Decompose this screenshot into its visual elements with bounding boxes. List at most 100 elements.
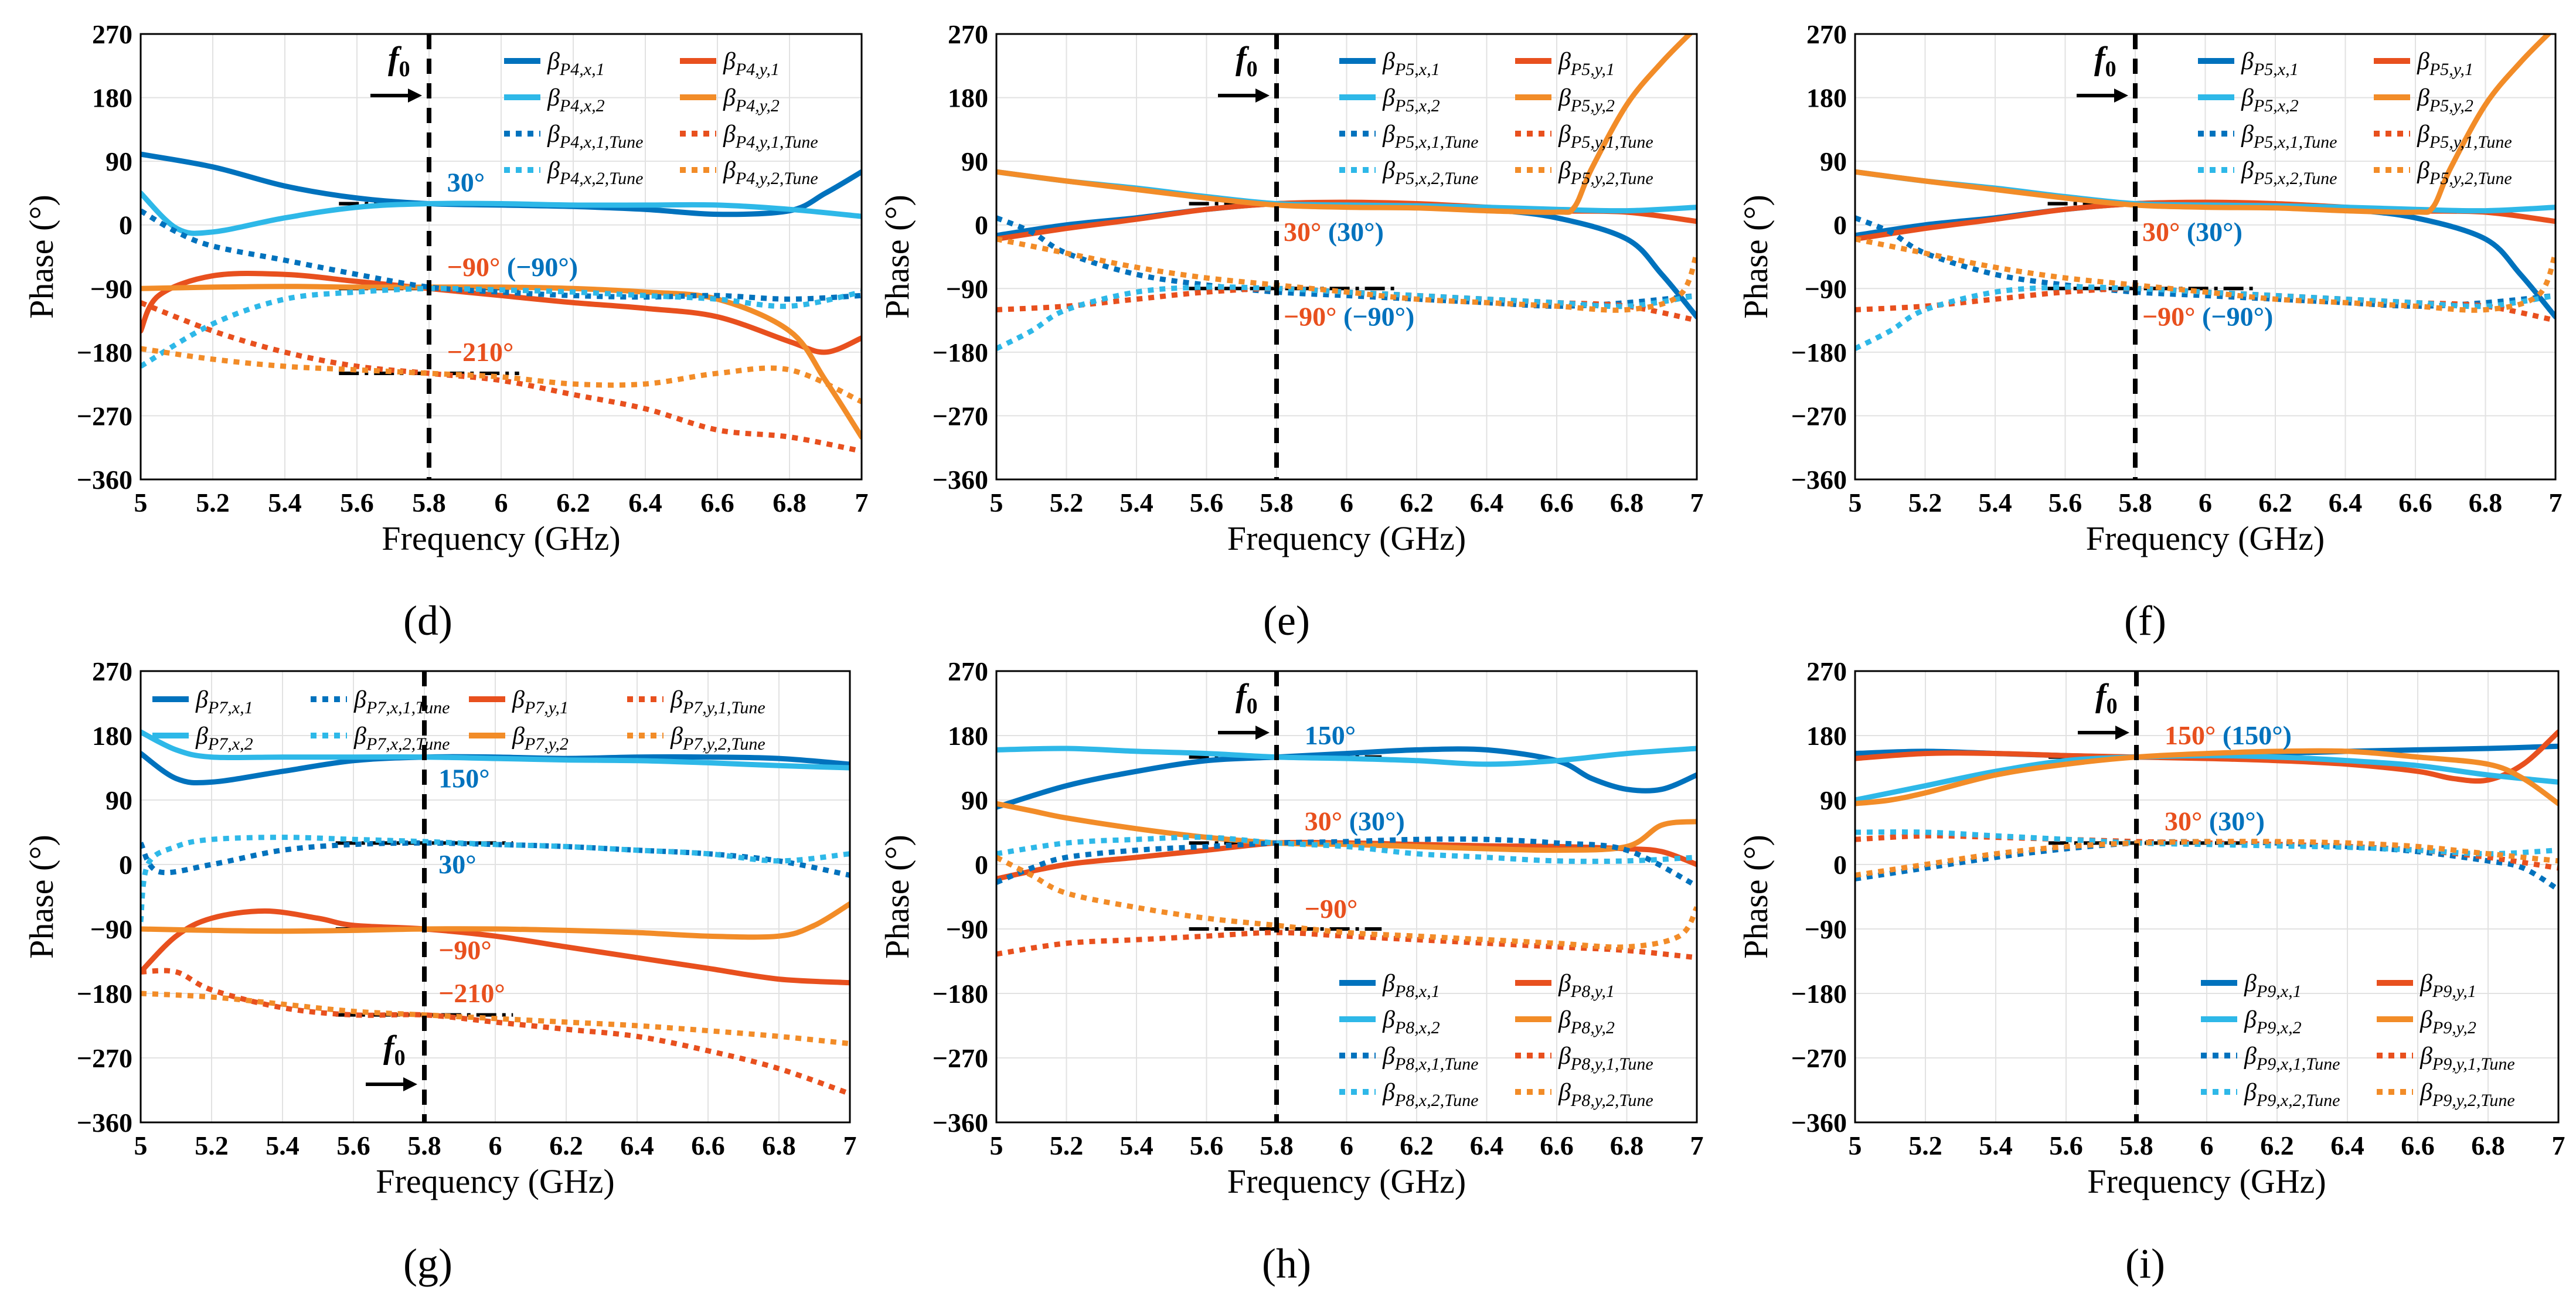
- legend-entry: βP4,y,2: [723, 84, 780, 115]
- legend-entry: βP9,x,1,Tune: [2244, 1043, 2340, 1074]
- y-axis-label: Phase (°): [22, 835, 60, 959]
- x-tick-label: 5.4: [266, 1131, 300, 1160]
- y-tick-label: 180: [948, 83, 988, 113]
- series-line-p8-x-1: [996, 746, 1697, 810]
- x-tick-label: 7: [1690, 488, 1704, 518]
- legend-entry: βP9,x,1: [2244, 970, 2302, 1001]
- legend-entry: βP7,x,1: [195, 686, 253, 717]
- chart-e: 5 5.2 5.4 5.6 5.8 6 6.2 6.4 6.6 6.8 7 270 180 90 0 −90 −…: [878, 19, 1704, 557]
- y-tick-label: −180: [933, 979, 988, 1009]
- legend-entry: βP4,y,1: [723, 48, 780, 79]
- series-group: [1855, 34, 2555, 351]
- x-tick-label: 6: [2200, 1131, 2214, 1160]
- y-axis-label: Phase (°): [878, 195, 916, 319]
- legend-entry: βP4,x,1,Tune: [547, 121, 643, 152]
- series-group: [1855, 729, 2558, 892]
- y-tick-label: 90: [1820, 785, 1847, 815]
- series-line-p9-y-2-tune: [1855, 839, 2558, 878]
- x-axis-label: Frequency (GHz): [2086, 519, 2325, 557]
- legend-entry: βP4,y,2,Tune: [723, 157, 818, 188]
- x-tick-label: 5.2: [1908, 1131, 1942, 1160]
- chart-i: 5 5.2 5.4 5.6 5.8 6 6.2 6.4 6.6 6.8 7 270 180 90 0 −90 −…: [1737, 656, 2565, 1200]
- y-tick-label: −360: [1791, 1108, 1847, 1138]
- y-tick-label: 270: [92, 19, 132, 49]
- f0-arrow-head: [1255, 89, 1270, 103]
- panel-label-h: (h): [1262, 1240, 1311, 1287]
- panel-label-i: (i): [2125, 1240, 2165, 1287]
- legend-entry: βP7,x,2,Tune: [353, 723, 450, 754]
- legend-entry: βP7,y,2: [512, 723, 569, 754]
- x-tick-label: 7: [1690, 1131, 1704, 1160]
- x-tick-label: 5: [1849, 488, 1862, 518]
- legend-entry: βP5,x,1: [1382, 48, 1440, 79]
- annotation-label: −90° (−90°): [1284, 302, 1414, 332]
- series-line-p7-y-1: [141, 908, 850, 986]
- f0-arrow-head: [2114, 89, 2128, 103]
- series-group: [996, 746, 1697, 961]
- series-line-p4-x-2: [141, 190, 862, 236]
- annotation-label: 30°: [447, 167, 485, 197]
- x-tick-label: 5.4: [1119, 488, 1153, 518]
- legend-entry: βP9,x,2: [2244, 1006, 2302, 1037]
- x-tick-label: 5.6: [1190, 1131, 1224, 1160]
- y-tick-label: −90: [946, 274, 988, 304]
- legend-entry: βP8,y,1,Tune: [1558, 1043, 1653, 1074]
- legend-entry: βP7,x,1,Tune: [353, 686, 450, 717]
- y-tick-label: −360: [933, 1108, 988, 1138]
- x-tick-label: 5.2: [1050, 488, 1084, 518]
- series-line-p4-y-2: [141, 284, 862, 440]
- annotation-label: 30° (30°): [2165, 806, 2265, 836]
- legend-entry: βP8,x,1,Tune: [1382, 1043, 1478, 1074]
- panel-label-d: (d): [403, 597, 452, 644]
- y-tick-label: −180: [933, 338, 988, 367]
- x-tick-label: 5.8: [1260, 488, 1294, 518]
- legend-entry: βP5,x,1: [2241, 48, 2299, 79]
- annotation-label: −210°: [447, 337, 514, 367]
- x-tick-label: 6.6: [700, 488, 734, 518]
- y-tick-label: 180: [1806, 721, 1847, 751]
- y-tick-label: 270: [1806, 656, 1847, 686]
- series-line-p4-y-1-tune: [141, 300, 862, 454]
- x-tick-label: 5.8: [1260, 1131, 1294, 1160]
- x-tick-label: 6.8: [773, 488, 807, 518]
- y-tick-label: −180: [77, 979, 132, 1009]
- legend-entry: βP7,y,2,Tune: [670, 723, 765, 754]
- x-tick-label: 6.2: [1400, 1131, 1434, 1160]
- f0-arrow-head: [403, 1077, 417, 1091]
- y-tick-label: −270: [77, 1043, 132, 1073]
- y-tick-label: 180: [92, 83, 132, 113]
- x-axis-label: Frequency (GHz): [2087, 1162, 2326, 1200]
- series-line-p5-y-2: [1855, 34, 2553, 215]
- series-line-p8-x-2: [996, 746, 1697, 767]
- annotation-label: −90°: [438, 935, 492, 965]
- chart-d: 5 5.2 5.4 5.6 5.8 6 6.2 6.4 6.6 6.8 7 270 180 90 0 −90 −…: [22, 19, 869, 557]
- chart-h: 5 5.2 5.4 5.6 5.8 6 6.2 6.4 6.6 6.8 7 270 180 90 0 −90 −…: [878, 656, 1704, 1200]
- x-tick-label: 6.6: [2398, 488, 2432, 518]
- plot-frame: [139, 33, 863, 481]
- legend: βP9,x,1 βP9,y,1 βP9,x,2 βP9,y,2 βP9,x,1,Tune…: [2201, 970, 2515, 1110]
- legend-entry: βP9,x,2,Tune: [2244, 1079, 2340, 1110]
- y-tick-label: −270: [933, 401, 988, 431]
- legend-entry: βP8,x,1: [1382, 970, 1440, 1001]
- f0-label: f0: [1236, 678, 1258, 719]
- x-tick-label: 5.8: [2119, 1131, 2153, 1160]
- x-tick-label: 5.6: [340, 488, 374, 518]
- y-tick-label: 0: [975, 850, 988, 880]
- x-tick-label: 5: [990, 488, 1003, 518]
- series-line-p9-y-2: [1855, 748, 2558, 806]
- legend-entry: βP8,y,2,Tune: [1558, 1079, 1653, 1110]
- series-line-p4-y-2-tune: [141, 346, 862, 404]
- x-tick-label: 6.8: [2469, 488, 2503, 518]
- x-tick-label: 6: [1340, 488, 1353, 518]
- y-tick-label: 270: [948, 19, 988, 49]
- annotation-label: −90° (−90°): [447, 252, 578, 282]
- x-tick-label: 6.2: [1400, 488, 1434, 518]
- series-line-p5-y-2-tune: [996, 236, 1697, 313]
- f0-arrow-head: [408, 89, 422, 103]
- f0-label: f0: [383, 1029, 406, 1070]
- legend-entry: βP5,x,2: [1382, 84, 1440, 115]
- y-tick-label: −90: [946, 914, 988, 944]
- y-tick-label: 180: [1806, 83, 1847, 113]
- legend-entry: βP9,y,1: [2420, 970, 2476, 1001]
- legend: βP7,x,1 βP7,x,1,Tune βP7,y,1 βP7,y,1,Tune βP…: [152, 686, 765, 754]
